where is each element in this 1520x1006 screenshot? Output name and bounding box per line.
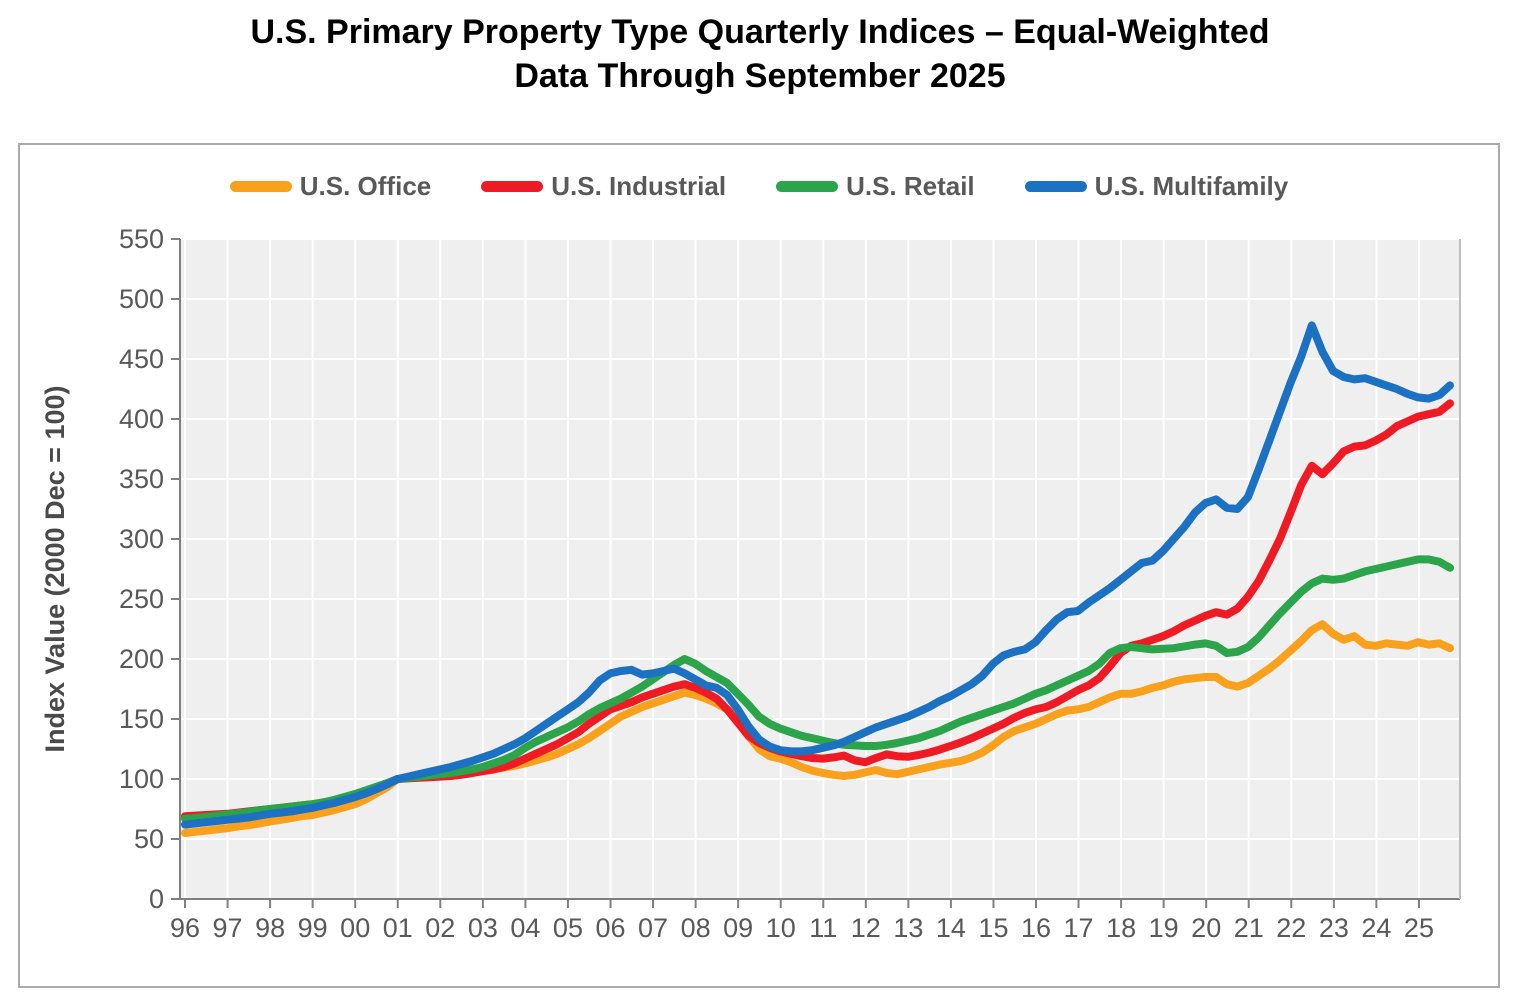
x-axis-label: 18 (1106, 913, 1136, 943)
chart-title-line1: U.S. Primary Property Type Quarterly Ind… (250, 13, 1270, 51)
y-axis-label: 450 (119, 344, 164, 374)
y-axis-label: 550 (119, 224, 164, 254)
x-axis-label: 01 (383, 913, 413, 943)
x-axis-label: 23 (1319, 913, 1349, 943)
x-axis-label: 10 (766, 913, 796, 943)
chart-title-line2: Data Through September 2025 (514, 57, 1006, 95)
x-axis-label: 11 (809, 913, 837, 943)
x-axis-label: 97 (213, 913, 243, 943)
legend-swatch-icon (481, 181, 544, 192)
x-axis-label: 19 (1149, 913, 1179, 943)
x-axis-label: 03 (468, 913, 498, 943)
legend-item-u-s-multifamily: U.S. Multifamily (1024, 171, 1289, 202)
x-axis-label: 96 (170, 913, 200, 943)
legend-label: U.S. Industrial (551, 171, 727, 201)
x-axis-label: 20 (1191, 913, 1221, 943)
chart-title: U.S. Primary Property Type Quarterly Ind… (0, 10, 1520, 98)
y-axis-label: 100 (119, 764, 164, 794)
legend-label: U.S. Multifamily (1094, 171, 1289, 201)
series-line-u-s-multifamily (181, 321, 1454, 829)
legend-swatch-icon (1024, 181, 1087, 192)
x-axis-label: 17 (1064, 913, 1094, 943)
x-axis-label: 00 (340, 913, 370, 943)
x-axis-label: 13 (893, 913, 923, 943)
y-axis-label: 150 (119, 704, 164, 734)
x-axis-label: 16 (1021, 913, 1051, 943)
x-axis-label: 24 (1361, 913, 1391, 943)
x-axis-label: 21 (1234, 913, 1264, 943)
legend-item-u-s-office: U.S. Office (229, 171, 432, 202)
page: U.S. Primary Property Type Quarterly Ind… (0, 10, 1520, 988)
y-axis-label: 400 (119, 404, 164, 434)
x-axis-label: 12 (851, 913, 881, 943)
y-axis-label: 50 (134, 824, 164, 854)
plot-area (180, 239, 1460, 899)
y-axis-label: 200 (119, 644, 164, 674)
legend-swatch-icon (776, 181, 839, 192)
legend-label: U.S. Office (299, 171, 432, 201)
y-axis-label: 500 (119, 284, 164, 314)
legend-swatch-icon (229, 181, 292, 192)
y-axis-label: 300 (119, 524, 164, 554)
x-axis-label: 04 (510, 913, 540, 943)
y-axis-title: Index Value (2000 Dec = 100) (40, 386, 70, 753)
x-axis-label: 14 (936, 913, 966, 943)
legend-label: U.S. Retail (846, 171, 975, 201)
x-axis-label: 25 (1404, 913, 1434, 943)
y-axis-label: 0 (149, 884, 164, 914)
x-axis-label: 06 (595, 913, 625, 943)
x-axis-label: 15 (978, 913, 1008, 943)
x-axis-label: 05 (553, 913, 583, 943)
y-axis-label: 250 (119, 584, 164, 614)
x-axis-label: 09 (723, 913, 753, 943)
legend-item-u-s-retail: U.S. Retail (776, 171, 975, 202)
x-axis-label: 99 (298, 913, 328, 943)
x-axis-label: 22 (1276, 913, 1306, 943)
x-axis-label: 07 (638, 913, 668, 943)
x-axis-label: 98 (255, 913, 285, 943)
x-axis-label: 08 (681, 913, 711, 943)
x-axis-label: 02 (425, 913, 455, 943)
legend-item-u-s-industrial: U.S. Industrial (481, 171, 726, 202)
chart-panel: U.S. Office U.S. Industrial U.S. Retail U.S… (18, 143, 1500, 988)
legend: U.S. Office U.S. Industrial U.S. Retail U.S… (20, 171, 1498, 202)
y-axis-label: 350 (119, 464, 164, 494)
